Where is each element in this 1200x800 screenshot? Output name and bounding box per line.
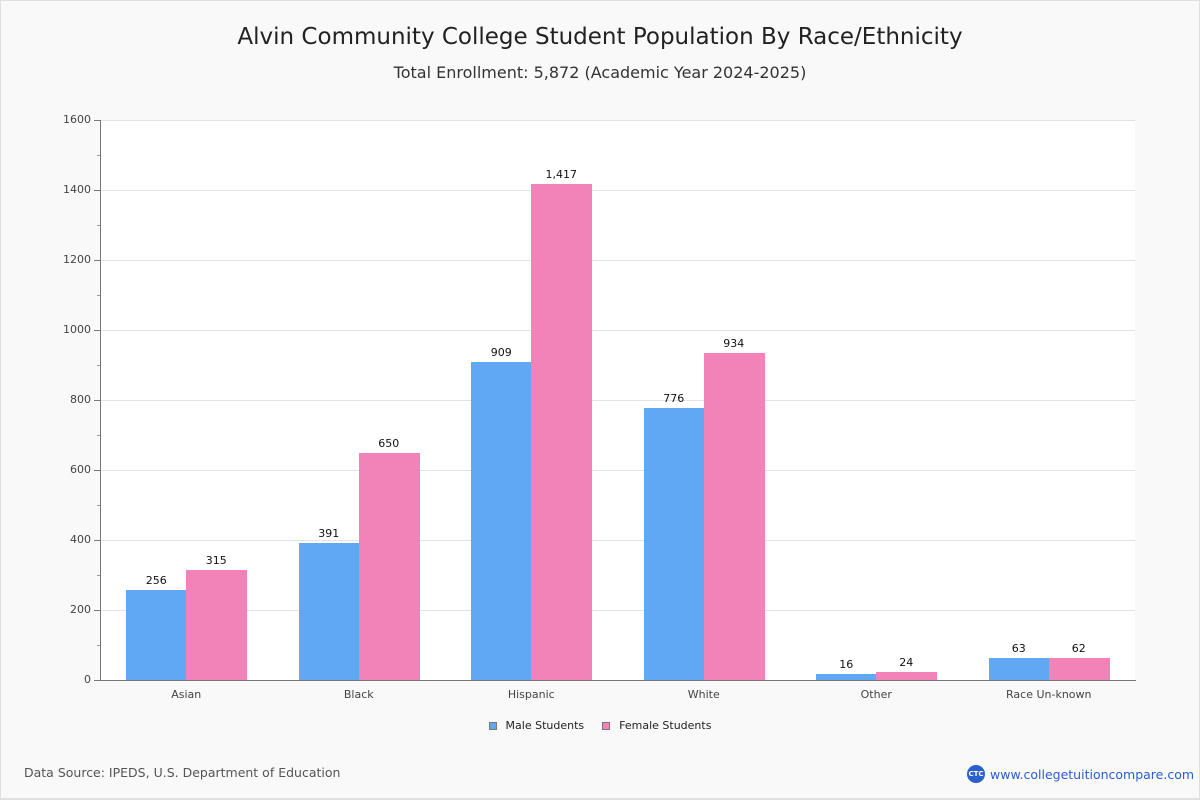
y-tick: [94, 330, 100, 331]
y-tick-label: 800: [70, 393, 91, 406]
x-category-label: White: [687, 688, 720, 701]
y-tick: [94, 610, 100, 611]
value-label-male: 16: [839, 658, 854, 672]
y-minor-tick: [97, 645, 100, 646]
chart-title: Alvin Community College Student Populati…: [237, 24, 963, 50]
y-tick: [94, 260, 100, 261]
y-tick: [94, 680, 100, 681]
data-source: Data Source: IPEDS, U.S. Department of E…: [24, 765, 341, 780]
gridline: [100, 260, 1135, 261]
bar-male[interactable]: [126, 590, 187, 680]
y-tick-label: 200: [70, 603, 91, 616]
x-axis-line: [100, 680, 1136, 681]
bar-male[interactable]: [298, 543, 359, 680]
y-minor-tick: [97, 155, 100, 156]
value-label-male: 391: [318, 527, 340, 541]
y-minor-tick: [97, 435, 100, 436]
gridline: [100, 470, 1135, 471]
brand-url: www.collegetuitioncompare.com: [990, 766, 1195, 782]
y-axis-line: [100, 120, 101, 681]
chart-subtitle: Total Enrollment: 5,872 (Academic Year 2…: [393, 63, 807, 82]
value-label-female: 650: [378, 436, 400, 450]
bar-female[interactable]: [186, 569, 248, 680]
legend: Male Students Female Students: [0, 719, 1200, 732]
brand-link[interactable]: CTC www.collegetuitioncompare.com: [967, 765, 1194, 783]
legend-item-male[interactable]: Male Students: [488, 719, 585, 732]
y-tick-label: 1600: [63, 113, 91, 126]
value-label-male: 256: [145, 574, 167, 588]
gridline: [100, 190, 1135, 191]
x-category-label: Race Un-known: [1006, 688, 1092, 701]
bar-male[interactable]: [643, 408, 704, 680]
gridline: [100, 400, 1135, 401]
ctc-logo-icon: CTC: [967, 765, 985, 783]
bar-male[interactable]: [988, 657, 1049, 680]
male-swatch-icon: [488, 721, 497, 730]
y-tick: [94, 120, 100, 121]
y-tick-label: 1200: [63, 253, 91, 266]
y-tick-label: 1400: [63, 183, 91, 196]
gridline: [100, 330, 1135, 331]
value-label-female: 1,417: [545, 168, 578, 182]
x-category-label: Asian: [171, 688, 202, 701]
female-swatch-icon: [602, 721, 611, 730]
value-label-male: 909: [490, 345, 512, 359]
y-minor-tick: [97, 365, 100, 366]
gridline: [100, 610, 1135, 611]
bar-female[interactable]: [531, 184, 593, 680]
legend-label-male: Male Students: [505, 719, 585, 732]
x-category-label: Black: [343, 688, 374, 701]
y-tick-label: 400: [70, 533, 91, 546]
bar-male[interactable]: [471, 361, 532, 680]
y-tick: [94, 190, 100, 191]
y-tick-label: 1000: [63, 323, 91, 336]
plot-area: [100, 120, 1135, 680]
gridline: [100, 120, 1135, 121]
x-category-label: Other: [860, 688, 892, 701]
value-label-male: 63: [1011, 641, 1026, 655]
bar-male[interactable]: [816, 674, 877, 680]
x-category-label: Hispanic: [507, 688, 555, 701]
y-minor-tick: [97, 225, 100, 226]
bar-female[interactable]: [876, 671, 938, 680]
bar-female[interactable]: [358, 452, 420, 680]
legend-item-female[interactable]: Female Students: [602, 719, 711, 732]
y-minor-tick: [97, 575, 100, 576]
y-tick-label: 600: [70, 463, 91, 476]
value-label-male: 776: [663, 392, 685, 406]
y-tick-label: 0: [84, 673, 91, 686]
value-label-female: 24: [899, 655, 914, 669]
value-label-female: 62: [1071, 642, 1086, 656]
bar-female[interactable]: [703, 353, 765, 680]
y-tick: [94, 540, 100, 541]
gridline: [100, 540, 1135, 541]
value-label-female: 934: [723, 337, 745, 351]
y-tick: [94, 400, 100, 401]
y-minor-tick: [97, 295, 100, 296]
bar-female[interactable]: [1048, 658, 1110, 680]
legend-label-female: Female Students: [619, 719, 712, 732]
y-tick: [94, 470, 100, 471]
value-label-female: 315: [205, 553, 227, 567]
y-minor-tick: [97, 505, 100, 506]
